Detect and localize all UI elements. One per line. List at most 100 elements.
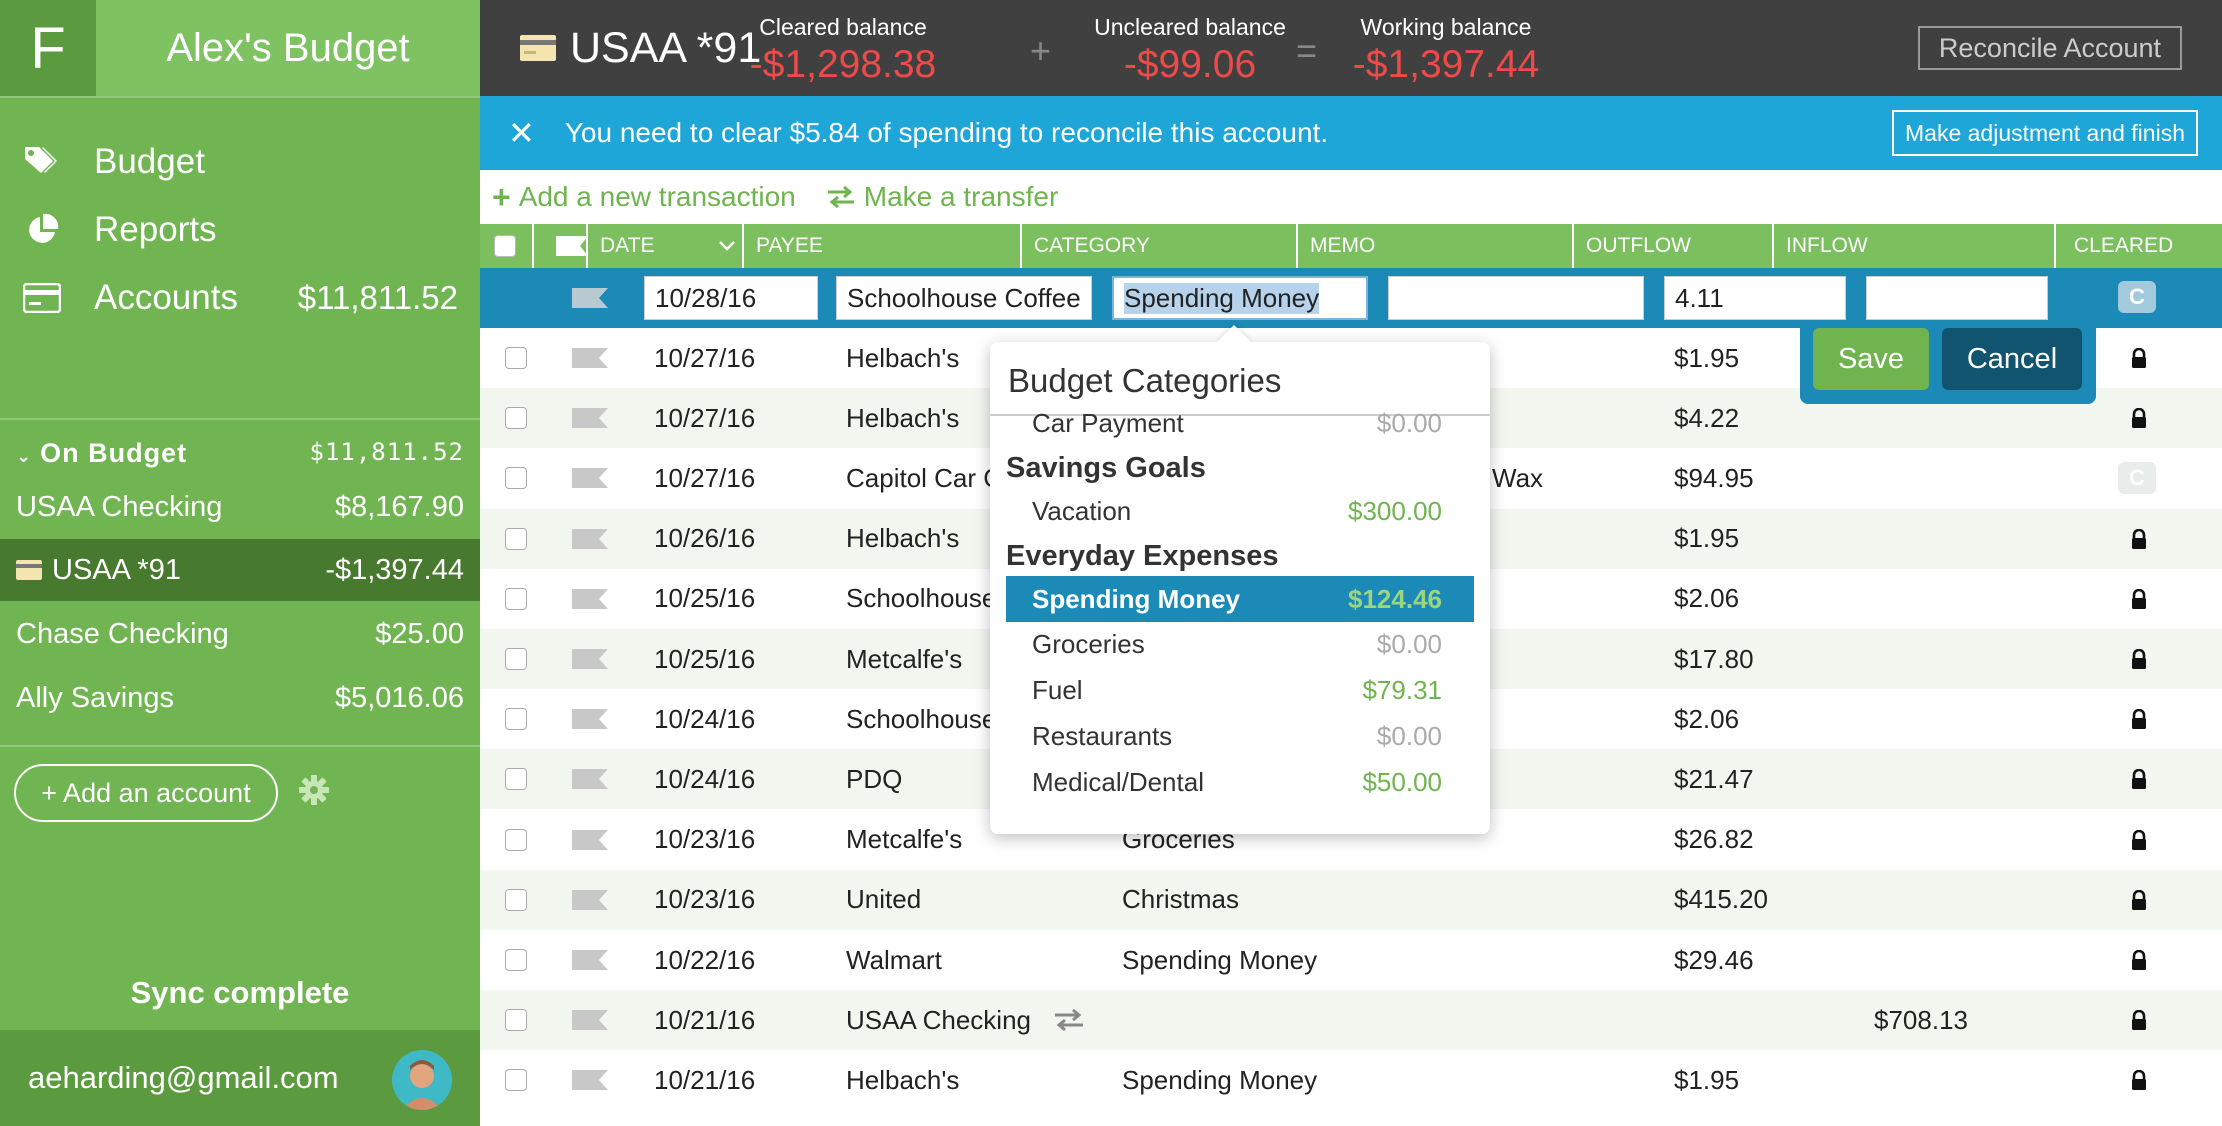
column-cleared[interactable]: CLEARED [2054,224,2222,268]
close-icon[interactable]: ✕ [508,115,535,151]
cleared-toggle[interactable]: C [2118,462,2156,495]
row-checkbox[interactable] [505,587,527,610]
row-checkbox[interactable] [505,708,527,731]
reconcile-message: You need to clear $5.84 of spending to r… [564,117,1329,148]
column-outflow[interactable]: OUTFLOW [1572,224,1772,268]
flag-icon[interactable] [572,649,608,669]
category-option-name: Spending Money [1032,583,1240,614]
flag-icon[interactable] [572,348,608,368]
row-checkbox[interactable] [505,888,527,911]
outflow-input[interactable]: 4.11 [1664,276,1846,320]
category-option-name: Car Payment [1032,407,1184,438]
payee-text: Helbach's [846,523,960,554]
app-logo[interactable]: F [0,0,96,96]
table-row[interactable]: 10/24/16 Schoolhouse $2.06 [480,689,2222,749]
row-checkbox[interactable] [505,407,527,430]
column-memo[interactable]: MEMO [1296,224,1572,268]
inflow-input[interactable] [1866,276,2048,320]
row-checkbox[interactable] [505,467,527,490]
row-checkbox[interactable] [505,347,527,369]
category-option-amount: $79.31 [1362,674,1442,705]
row-checkbox[interactable] [505,648,527,670]
flag-icon[interactable] [572,709,608,730]
nav-accounts[interactable]: Accounts $11,811.52 [0,250,480,346]
flag-icon[interactable] [572,288,608,308]
row-checkbox[interactable] [505,1069,527,1092]
flag-icon[interactable] [572,528,608,549]
flag-icon[interactable] [572,950,608,970]
category-option[interactable]: Groceries $0.00 [1006,621,1474,667]
category-option[interactable]: Vacation $300.00 [1006,488,1474,534]
flag-header[interactable] [532,224,612,268]
make-adjustment-button[interactable]: Make adjustment and finish [1892,110,2198,156]
table-row[interactable]: 10/23/16 United Christmas $415.20 [480,869,2222,930]
column-payee[interactable]: PAYEE [742,224,940,268]
payee-text: United [846,884,922,915]
row-checkbox[interactable] [505,768,527,791]
table-row[interactable]: 10/22/16 Walmart Spending Money $29.46 [480,930,2222,990]
flag-icon[interactable] [572,1070,608,1091]
table-row[interactable]: 10/27/16 Capitol Car C Wax $94.95 C [480,448,2222,508]
table-row[interactable]: 10/27/16 Helbach's $1.95 [480,328,2222,388]
add-transaction-button[interactable]: + Add a new transaction [492,179,796,216]
lock-icon [2132,649,2146,669]
flag-icon[interactable] [572,889,608,910]
date-input[interactable]: 10/28/16 [644,276,818,320]
column-date[interactable]: DATE [586,224,735,268]
payee-input[interactable]: Schoolhouse Coffee [836,276,1092,320]
flag-icon[interactable] [572,1010,608,1031]
add-account-button[interactable]: + Add an account [14,764,278,822]
divider [0,96,480,98]
nav-reports[interactable]: Reports [0,182,480,278]
save-button[interactable]: Save [1813,328,1929,390]
flag-icon[interactable] [572,769,608,790]
account-usaa-checking[interactable]: USAA Checking $8,167.90 [0,476,480,538]
reconcile-banner: ✕ You need to clear $5.84 of spending to… [480,96,2222,170]
account-chase-checking[interactable]: Chase Checking $25.00 [0,603,480,665]
table-row[interactable]: 10/21/16 Helbach's Spending Money $1.95 [480,1050,2222,1110]
make-transfer-button[interactable]: Make a transfer [826,181,1058,213]
flag-icon[interactable] [572,588,608,609]
payee-text: Metcalfe's [846,643,963,674]
row-checkbox[interactable] [505,1009,527,1032]
memo-input[interactable] [1388,276,1644,320]
user-bar[interactable]: aeharding@gmail.com [0,1030,480,1126]
budget-name[interactable]: Alex's Budget [96,0,480,96]
account-ally-savings[interactable]: Ally Savings $5,016.06 [0,667,480,729]
cleared-toggle[interactable]: C [2118,281,2156,313]
account-header: USAA *91 Cleared balance -$1,298.38 + Un… [480,0,2222,96]
category-input[interactable]: Spending Money [1112,276,1368,320]
category-option[interactable]: Car Payment $0.00 [1006,400,1474,446]
category-option[interactable]: Fuel $79.31 [1006,667,1474,713]
credit-card-icon [520,35,556,61]
nav-budget[interactable]: Budget [0,114,480,210]
column-category[interactable]: CATEGORY [1020,224,1296,268]
flag-icon[interactable] [572,829,608,850]
avatar[interactable] [392,1050,452,1110]
reconcile-account-button[interactable]: Reconcile Account [1918,26,2182,70]
column-inflow[interactable]: INFLOW [1772,224,1988,268]
account-title: USAA *91 [520,0,761,96]
category-option[interactable]: Restaurants $0.00 [1006,713,1474,759]
category-option-amount: $0.00 [1376,628,1442,659]
row-checkbox[interactable] [505,527,527,550]
flag-icon[interactable] [572,468,608,489]
editing-transaction-row[interactable]: 10/28/16 Schoolhouse Coffee Spending Mon… [480,268,2222,328]
select-all-checkbox[interactable] [480,224,532,268]
account-usaa-91[interactable]: USAA *91 -$1,397.44 [0,539,480,601]
category-option[interactable]: Medical/Dental $50.00 [1006,759,1474,805]
table-row[interactable]: 10/23/16 Metcalfe's Groceries $26.82 [480,810,2222,870]
table-row[interactable]: 10/25/16 Schoolhouse $2.06 [480,569,2222,629]
row-checkbox[interactable] [505,828,527,851]
gear-icon[interactable] [298,774,330,806]
lock-icon [2132,889,2146,910]
category-option[interactable]: Spending Money $124.46 [1006,576,1474,622]
payee-text: Helbach's [846,342,960,373]
cancel-button[interactable]: Cancel [1942,328,2082,390]
cell-payee: Helbach's [846,328,959,388]
row-checkbox[interactable] [505,949,527,971]
cleared-balance-value: -$1,298.38 [749,43,937,86]
flag-icon[interactable] [572,408,608,429]
on-budget-section[interactable]: ⌄ On Budget $11,811.52 [16,438,464,469]
table-row[interactable]: 10/21/16 USAA Checking $708.13 [480,990,2222,1051]
